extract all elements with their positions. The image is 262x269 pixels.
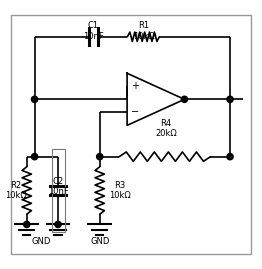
Circle shape — [31, 154, 38, 160]
Text: R1
10kΩ: R1 10kΩ — [133, 21, 154, 41]
Text: +: + — [131, 81, 139, 91]
Circle shape — [181, 96, 188, 102]
Text: GND: GND — [90, 238, 110, 246]
Circle shape — [227, 154, 233, 160]
Text: R2
10kΩ: R2 10kΩ — [5, 181, 27, 200]
Text: C1
10nF: C1 10nF — [83, 21, 103, 41]
Circle shape — [227, 96, 233, 102]
Text: R3
10kΩ: R3 10kΩ — [109, 181, 130, 200]
Text: −: − — [131, 107, 139, 117]
Circle shape — [31, 96, 38, 102]
Text: GND: GND — [31, 238, 51, 246]
Text: C2
10nF: C2 10nF — [48, 177, 68, 196]
Bar — [52, 149, 64, 232]
Text: R4
20kΩ: R4 20kΩ — [155, 119, 177, 139]
Circle shape — [24, 221, 30, 228]
Circle shape — [55, 221, 61, 228]
Circle shape — [97, 154, 103, 160]
